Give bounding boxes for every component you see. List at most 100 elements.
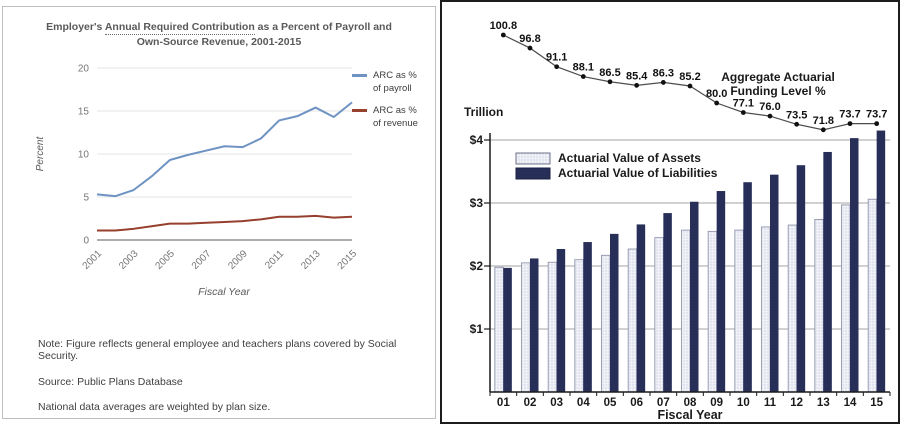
title-suffix: as a Percent of Payroll and (254, 21, 392, 33)
funding-level-value: 73.7 (866, 109, 887, 121)
funding-level-point (527, 45, 533, 51)
x-tick-label: 03 (550, 397, 563, 409)
liabilities-bar (716, 191, 726, 392)
x-tick-label: 12 (790, 397, 803, 409)
x-tick-label: 09 (710, 397, 723, 409)
y-tick-label: $4 (470, 133, 484, 147)
x-tick-label: 2009 (226, 248, 250, 272)
assets-bar (734, 229, 744, 393)
legend-label-payroll: ARC as % of payroll (373, 70, 417, 94)
x-axis-title: Fiscal Year (198, 286, 250, 298)
x-tick-label: 2015 (336, 248, 360, 272)
funding-level-value: 80.0 (706, 88, 727, 100)
revenue-line-swatch (352, 109, 367, 112)
x-tick-label: 2011 (263, 248, 286, 271)
funding-level-point (687, 83, 693, 89)
funding-level-value: 86.5 (599, 67, 620, 79)
funding-level-point (660, 80, 666, 85)
funding-bar-chart: $1 $2 $3 $4 01 02 03 04 05 06 07 08 09 10 11 12 13 14 15 Fi… (464, 20, 891, 422)
y-tick-label: $2 (470, 259, 484, 273)
x-tick-label: 07 (657, 397, 670, 409)
y-tick-label: 20 (78, 64, 90, 75)
liabilities-bar (610, 233, 619, 392)
legend-label-revenue: ARC as % of revenue (373, 105, 418, 129)
liabilities-bar (743, 182, 752, 392)
liabilities-bar (796, 165, 806, 392)
funding-level-value: 71.8 (813, 115, 834, 127)
x-tick-label: 04 (577, 397, 590, 409)
x-tick-label: 2013 (299, 248, 323, 272)
revenue-series-line (97, 214, 353, 232)
x-tick-label: 2003 (117, 248, 141, 272)
funding-level-point (554, 64, 560, 70)
liabilities-bar (823, 151, 832, 392)
x-tick-label: 08 (684, 397, 697, 409)
funding-level-value: 76.0 (759, 101, 780, 113)
funding-chart-panel: $1 $2 $3 $4 01 02 03 04 05 06 07 08 09 10 11 12 13 14 15 Fi… (440, 0, 900, 424)
liabilities-bar (663, 213, 672, 392)
funding-level-value: 96.8 (519, 33, 540, 45)
line-chart-legend: ARC as % of payroll ARC as % of revenue (352, 69, 418, 130)
arc-line-chart: 0 5 10 15 20 2001 2003 2005 2007 2009 2011 2013 2015… (35, 64, 360, 299)
assets-bar (787, 224, 798, 393)
funding-level-value: 88.1 (573, 62, 594, 74)
assets-bar (574, 259, 584, 393)
assets-bar (627, 248, 638, 393)
liabilities-legend-label: Actuarial Value of Liabilities (558, 166, 718, 180)
liabilities-bar (850, 138, 859, 392)
x-tick-label: 06 (630, 397, 643, 409)
assets-bar (761, 226, 771, 393)
assets-legend-swatch (515, 152, 551, 165)
x-tick-label: 2007 (190, 248, 214, 272)
y-axis-title: Percent (35, 136, 46, 172)
assets-bar (521, 262, 531, 393)
funding-level-value: 85.4 (626, 70, 648, 82)
legend-entry-revenue: ARC as % of revenue (352, 104, 418, 130)
x-tick-label: 02 (524, 397, 537, 409)
x-tick-label: 10 (737, 397, 750, 409)
assets-legend-label: Actuarial Value of Assets (558, 151, 701, 165)
x-tick-label: 2001 (81, 248, 105, 272)
funding-level-value: 91.1 (546, 52, 567, 64)
funding-level-point (847, 121, 853, 127)
funding-level-annotation: Aggregate Actuarial (721, 70, 835, 84)
payroll-line-swatch (352, 74, 367, 77)
assets-bar (814, 218, 824, 393)
funding-level-point (714, 100, 720, 106)
y-tick-label: $1 (470, 322, 484, 336)
x-tick-label: 01 (497, 397, 510, 409)
x-tick-label: 11 (764, 397, 777, 409)
liabilities-bar (770, 174, 779, 392)
assets-bar (494, 266, 504, 393)
funding-level-value: 100.8 (490, 20, 518, 32)
liabilities-bar (583, 242, 592, 392)
payroll-series-line (96, 101, 353, 198)
funding-level-point (500, 32, 506, 38)
funding-level-value: 73.7 (839, 109, 860, 121)
funding-level-point (580, 74, 586, 79)
note-line: Note: Figure reflects general employee a… (38, 338, 397, 362)
funding-level-annotation: Funding Level % (730, 84, 826, 98)
assets-bar (654, 237, 664, 393)
liabilities-bar (556, 248, 566, 392)
footnotes: Note: Figure reflects general employee a… (38, 338, 425, 424)
funding-level-point (607, 79, 613, 85)
legend-entry-payroll: ARC as % of payroll (352, 69, 418, 95)
y-tick-label: 0 (83, 236, 89, 247)
liabilities-bar (690, 201, 699, 392)
chart-title: Employer's Annual Required Contribution … (3, 20, 435, 50)
liabilities-bar (503, 267, 512, 392)
funding-level-point (820, 127, 826, 133)
x-axis-title: Fiscal Year (657, 408, 722, 422)
y-tick-label: 5 (83, 193, 89, 204)
liabilities-bar (636, 224, 646, 392)
assets-bar (707, 230, 718, 393)
liabilities-legend-swatch (515, 167, 551, 180)
unit-label: Trillion (464, 105, 503, 119)
x-tick-label: 05 (604, 397, 617, 409)
arc-chart-panel: Employer's Annual Required Contribution … (2, 6, 436, 419)
assets-bar (601, 254, 611, 393)
funding-level-point (740, 110, 746, 115)
chart-title-line2: Own-Source Revenue, 2001-2015 (136, 36, 302, 48)
